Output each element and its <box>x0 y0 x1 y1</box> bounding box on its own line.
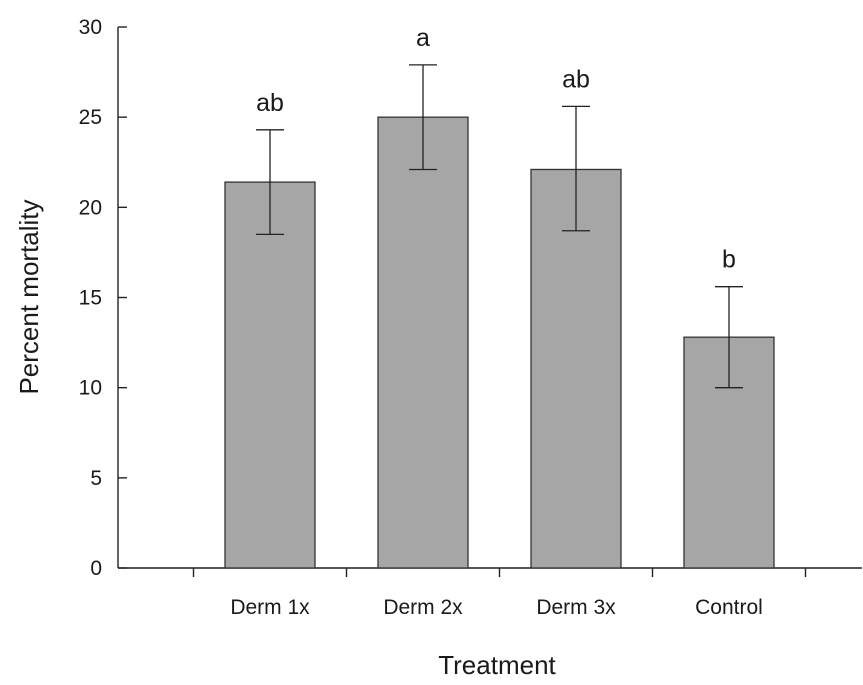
y-axis: 0 5 10 15 20 25 30 <box>79 16 127 580</box>
bar-derm-1x <box>224 181 316 569</box>
y-axis-title: Percent mortality <box>14 199 44 394</box>
x-axis: Derm 1x Derm 2x Derm 3x Control <box>118 567 862 619</box>
y-tick-label: 0 <box>90 557 102 580</box>
error-bar <box>562 105 590 232</box>
error-bar <box>715 286 743 389</box>
y-tick-label: 10 <box>79 377 102 400</box>
significance-labels: ab a ab b <box>256 24 736 274</box>
y-tick-label: 20 <box>79 196 102 219</box>
significance-label: b <box>722 246 736 274</box>
significance-label: ab <box>562 65 590 93</box>
y-tick-label: 5 <box>90 467 102 490</box>
bars <box>224 116 775 569</box>
y-tick-label: 15 <box>79 287 102 310</box>
bar-derm-3x <box>530 168 622 569</box>
y-tick-label: 25 <box>79 106 102 129</box>
x-tick-label: Control <box>695 596 763 619</box>
y-tick-label: 30 <box>79 16 102 39</box>
bar-derm-2x <box>377 116 469 569</box>
significance-label: ab <box>256 89 284 117</box>
significance-label: a <box>416 24 430 52</box>
x-tick-label: Derm 3x <box>536 596 616 619</box>
x-tick-label: Derm 2x <box>383 596 463 619</box>
error-bar <box>256 129 284 236</box>
error-bar <box>409 64 437 171</box>
x-tick-label: Derm 1x <box>230 596 310 619</box>
error-bars <box>256 64 743 389</box>
x-axis-title: Treatment <box>438 650 556 680</box>
